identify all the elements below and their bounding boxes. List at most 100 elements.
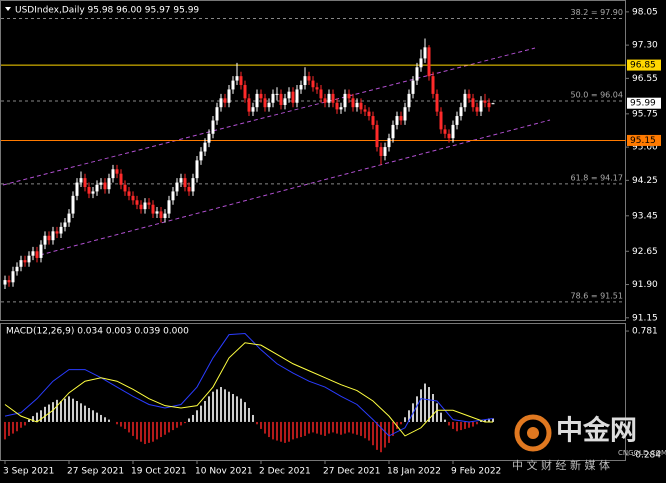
fib-label: 78.6 = 91.51 (570, 291, 623, 300)
candle-body (267, 102, 271, 108)
candle-body (19, 260, 23, 267)
watermark-brand: 中金网 (556, 415, 637, 447)
macd-line (4, 342, 493, 437)
candle-body (75, 182, 79, 196)
candle-body (455, 116, 459, 125)
candle-body (47, 235, 51, 241)
candle-body (411, 80, 415, 94)
fib-label: 38.2 = 97.90 (570, 8, 623, 17)
candle-body (327, 93, 331, 103)
candle-body (331, 93, 335, 103)
candle-body (351, 98, 355, 108)
level-box (627, 59, 661, 71)
candle-body (11, 271, 15, 283)
candle-body (303, 76, 307, 86)
candle-body (87, 186, 91, 194)
candle-body (275, 93, 279, 95)
candle-body (487, 102, 491, 108)
watermark-tagline: 中 文 财 经 新 媒 体 (512, 458, 610, 472)
candle-body (39, 244, 43, 258)
candle-body (115, 169, 119, 174)
fib-label: 61.8 = 94.17 (570, 173, 623, 182)
candle-body (35, 251, 39, 258)
candle-body (135, 200, 139, 205)
watermark: 中金网 CNGOLD.COM 中 文 财 经 新 媒 体 (512, 414, 666, 472)
candle-body (163, 213, 167, 219)
candle-body (415, 67, 419, 81)
candle-body (459, 107, 463, 117)
candle-body (15, 266, 19, 272)
menu-arrow[interactable] (5, 7, 11, 11)
candle-body (131, 195, 135, 201)
y-tick-label: 97.30 (632, 41, 658, 51)
macd-pane-frame (0, 323, 626, 461)
candle-body (339, 107, 343, 110)
candle-body (7, 280, 11, 283)
y-tick-label: 93.45 (632, 211, 658, 221)
candle-body (3, 280, 7, 285)
x-tick-label: 3 Sep 2021 (3, 467, 54, 477)
candle-body (31, 251, 35, 256)
candle-body (363, 109, 367, 112)
candle-body (231, 80, 235, 90)
level-box (627, 134, 661, 146)
candle-body (427, 47, 431, 77)
candle-body (239, 76, 243, 86)
y-tick-label: 0.781 (632, 327, 658, 337)
candle-body (311, 80, 315, 88)
candle-body (243, 85, 247, 99)
candle-body (175, 182, 179, 192)
candle-body (111, 169, 115, 179)
candle-body (195, 160, 199, 179)
last-price-box (627, 97, 661, 109)
x-tick-label: 10 Nov 2021 (195, 467, 253, 477)
candle-body (423, 47, 427, 59)
y-tick-label: 98.05 (632, 7, 658, 17)
candle-body (287, 91, 291, 99)
candle-body (307, 76, 311, 81)
candle-body (187, 186, 191, 192)
candle-body (27, 255, 31, 263)
candle-body (367, 111, 371, 117)
candle-body (103, 182, 107, 190)
candle-body (335, 102, 339, 110)
level-label: 96.85 (630, 61, 656, 71)
candle-body (419, 58, 423, 68)
candle-body (491, 103, 495, 105)
candle-body (83, 178, 87, 187)
candle-body (359, 102, 363, 110)
candle-body (475, 107, 479, 112)
candle-body (223, 98, 227, 103)
candle-body (107, 178, 111, 190)
candle-body (99, 182, 103, 185)
x-tick-label: 27 Sep 2021 (67, 467, 124, 477)
candle-body (299, 85, 303, 90)
candle-body (71, 195, 75, 214)
candle-body (151, 204, 155, 214)
last-price-label: 95.99 (630, 99, 656, 109)
y-tick-label: 94.25 (632, 176, 658, 186)
candle-body (119, 173, 123, 185)
candle-body (43, 235, 47, 245)
candle-body (451, 124, 455, 139)
candle-body (191, 178, 195, 192)
watermark-site: CNGOLD.COM (618, 449, 666, 457)
y-tick-label: 91.90 (632, 280, 658, 290)
candle-body (379, 147, 383, 156)
candle-body (323, 98, 327, 103)
candle-body (51, 231, 55, 241)
y-tick-label: -0.284 (632, 450, 661, 460)
candle-body (279, 93, 283, 105)
candle-body (387, 138, 391, 148)
candle-body (123, 184, 127, 192)
candle-body (439, 111, 443, 130)
candle-body (463, 93, 467, 108)
candle-body (443, 129, 447, 134)
candle-body (291, 91, 295, 103)
candle-body (319, 89, 323, 99)
x-tick-label: 2 Dec 2021 (259, 467, 311, 477)
candle-body (263, 98, 267, 108)
y-tick-label: 95.75 (632, 109, 658, 119)
